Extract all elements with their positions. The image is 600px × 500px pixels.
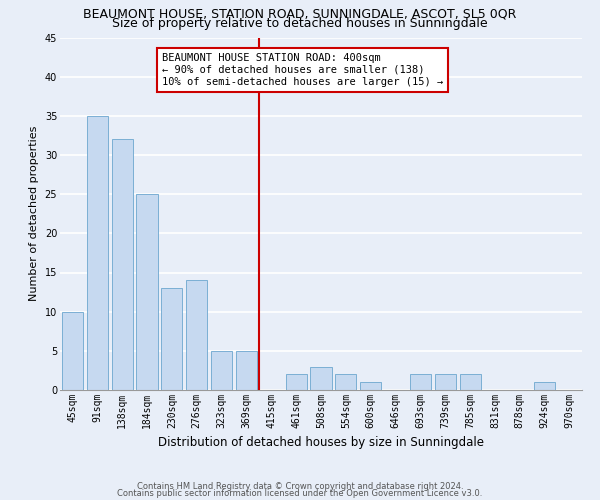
- Bar: [161, 288, 182, 390]
- Bar: [410, 374, 431, 390]
- Bar: [236, 351, 257, 390]
- Text: BEAUMONT HOUSE STATION ROAD: 400sqm
← 90% of detached houses are smaller (138)
1: BEAUMONT HOUSE STATION ROAD: 400sqm ← 90…: [162, 54, 443, 86]
- Bar: [112, 140, 133, 390]
- Bar: [435, 374, 456, 390]
- Bar: [534, 382, 555, 390]
- Text: Contains HM Land Registry data © Crown copyright and database right 2024.: Contains HM Land Registry data © Crown c…: [137, 482, 463, 491]
- Text: Contains public sector information licensed under the Open Government Licence v3: Contains public sector information licen…: [118, 489, 482, 498]
- Bar: [186, 280, 207, 390]
- Bar: [360, 382, 381, 390]
- Bar: [286, 374, 307, 390]
- Bar: [310, 366, 332, 390]
- Text: Size of property relative to detached houses in Sunningdale: Size of property relative to detached ho…: [112, 16, 488, 30]
- Text: BEAUMONT HOUSE, STATION ROAD, SUNNINGDALE, ASCOT, SL5 0QR: BEAUMONT HOUSE, STATION ROAD, SUNNINGDAL…: [83, 8, 517, 20]
- Bar: [460, 374, 481, 390]
- Bar: [211, 351, 232, 390]
- Bar: [62, 312, 83, 390]
- Bar: [87, 116, 108, 390]
- X-axis label: Distribution of detached houses by size in Sunningdale: Distribution of detached houses by size …: [158, 436, 484, 450]
- Y-axis label: Number of detached properties: Number of detached properties: [29, 126, 39, 302]
- Bar: [335, 374, 356, 390]
- Bar: [136, 194, 158, 390]
